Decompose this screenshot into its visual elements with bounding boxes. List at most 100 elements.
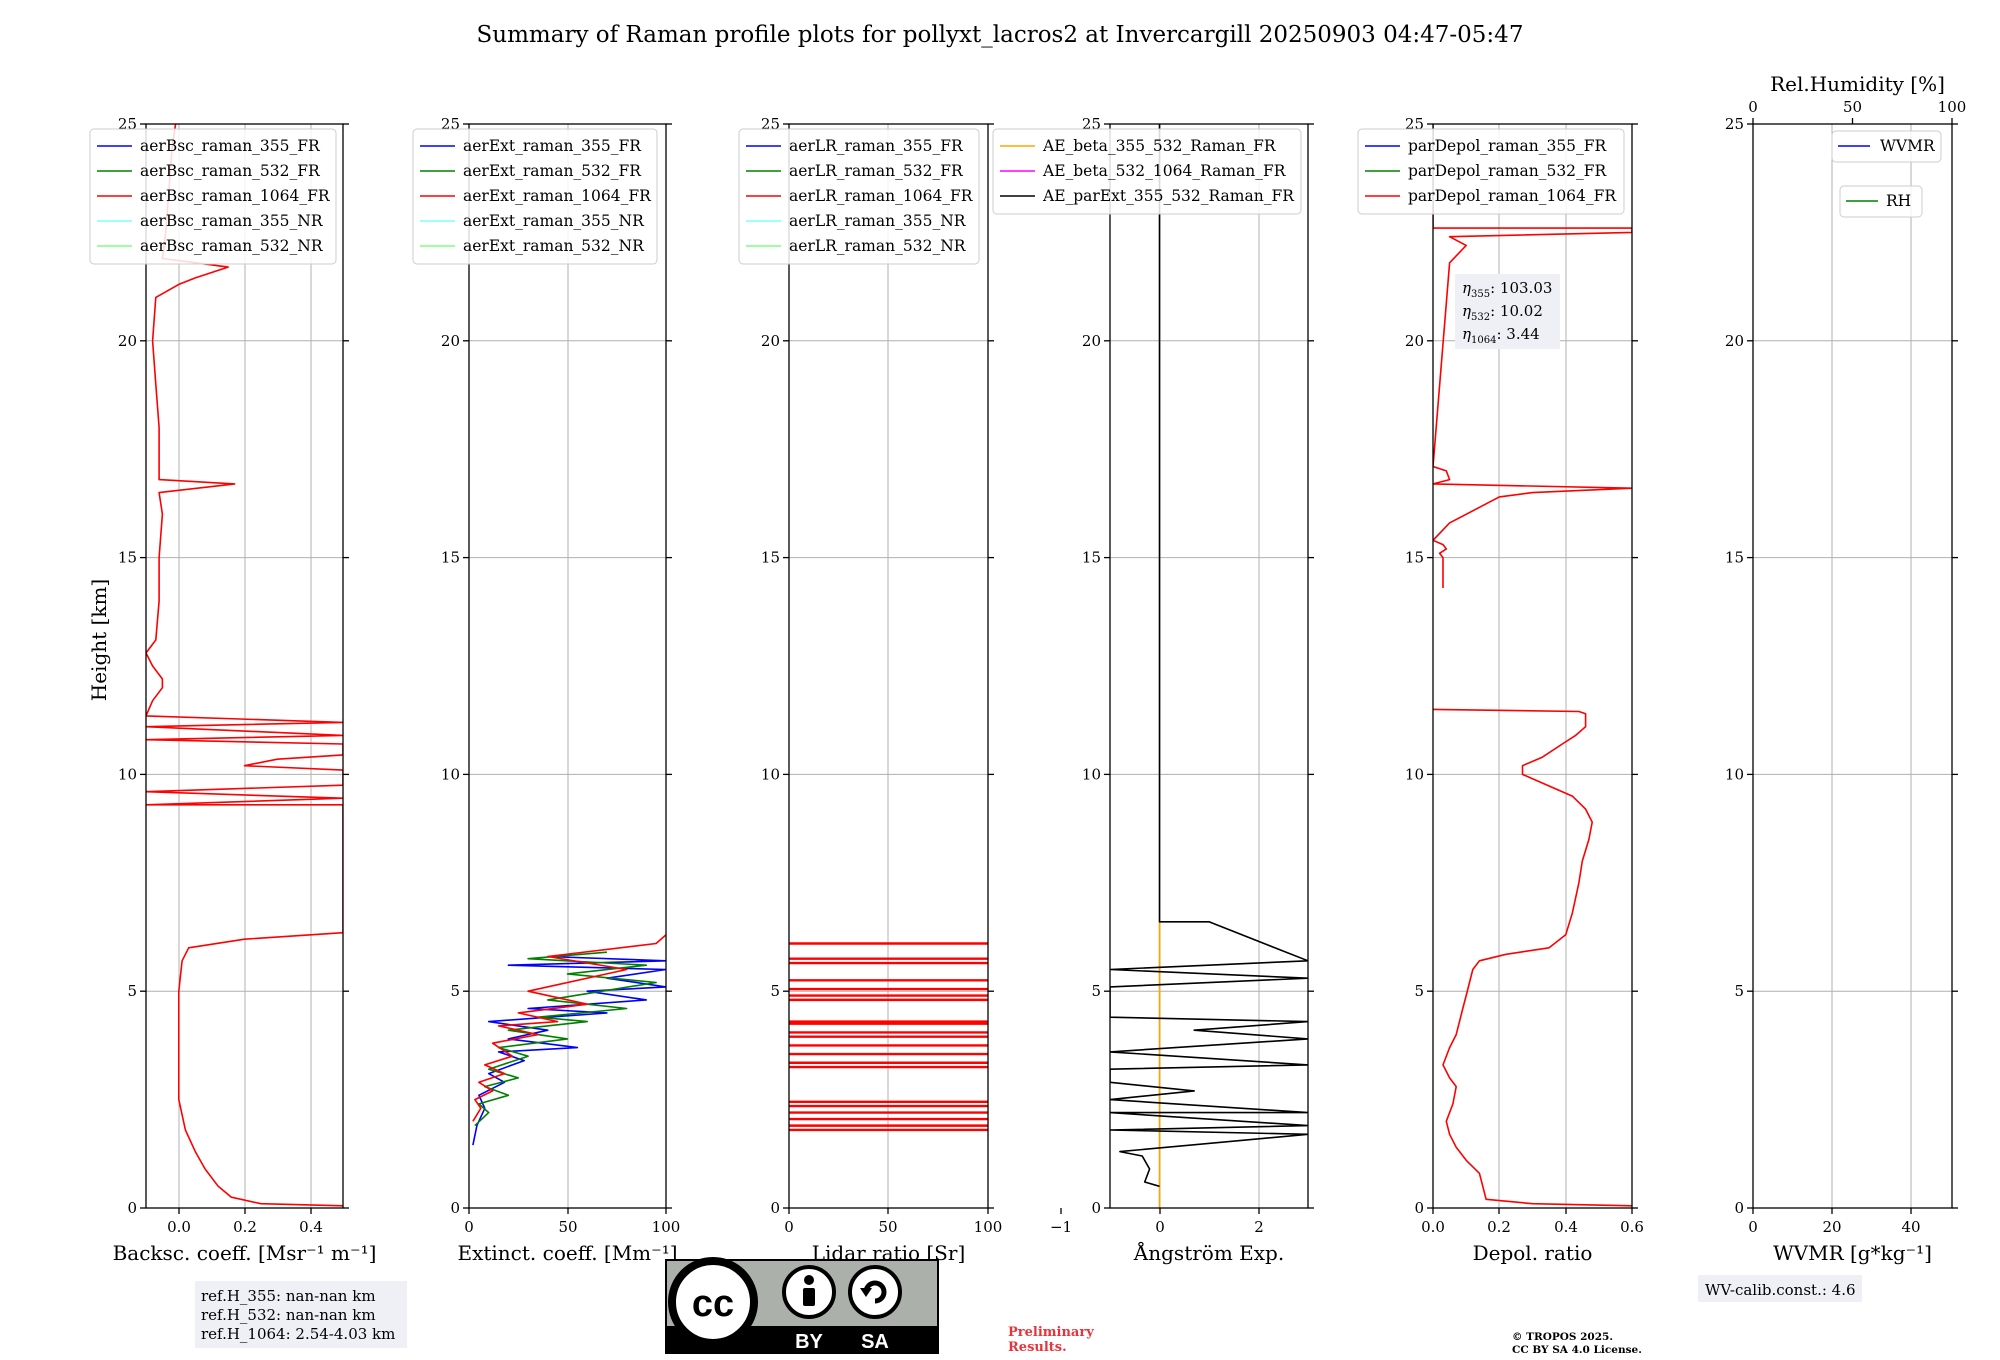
preliminary-text-1: Preliminary bbox=[1008, 1325, 1094, 1340]
y-tick-label: 0 bbox=[770, 1199, 780, 1217]
x-tick-label: −1 bbox=[1050, 1218, 1072, 1236]
x-tick-label: 0 bbox=[464, 1218, 474, 1236]
y-tick-label: 20 bbox=[1082, 332, 1101, 350]
legend-entry: aerExt_raman_355_NR bbox=[463, 212, 645, 230]
series-line-parDepol_raman_1064_FR_upper bbox=[1433, 124, 1632, 588]
x-tick-label: 0.4 bbox=[299, 1218, 323, 1236]
y-tick-label: 0 bbox=[1414, 1199, 1424, 1217]
y-tick-label: 20 bbox=[118, 332, 137, 350]
legend-entry: aerBsc_raman_355_NR bbox=[140, 212, 324, 230]
legend-entry: aerExt_raman_532_NR bbox=[463, 237, 645, 255]
ref-h-355: ref.H_355: nan-nan km bbox=[201, 1287, 376, 1305]
eta-1064-value: 3.44 bbox=[1506, 325, 1539, 343]
series-group bbox=[1110, 124, 1308, 1208]
y-tick-label: 15 bbox=[441, 549, 460, 567]
x-axis-label: Depol. ratio bbox=[1473, 1241, 1593, 1265]
series-line-aerBsc_raman_1064_FR bbox=[146, 124, 343, 1207]
x-tick-label: 40 bbox=[1901, 1218, 1920, 1236]
x-axis-label: WVMR [g*kg⁻¹] bbox=[1773, 1241, 1932, 1265]
legend-box bbox=[738, 128, 980, 265]
x-tick-label: 20 bbox=[1822, 1218, 1841, 1236]
series-group bbox=[146, 124, 343, 1207]
legend-entry: aerBsc_raman_532_FR bbox=[140, 162, 321, 180]
y-tick-label: 10 bbox=[1082, 765, 1101, 783]
series-line-aerExt_raman_1064_FR bbox=[472, 934, 666, 1122]
cc-logo-icon bbox=[668, 1257, 758, 1347]
legend-entry: WVMR bbox=[1880, 137, 1936, 155]
eta-1064-label: η1064: 3.44 bbox=[1462, 325, 1540, 346]
eta-box: η355: 103.03 η532: 10.02 η1064: 3.44 bbox=[1455, 274, 1560, 349]
x-tick-label: 0.2 bbox=[1487, 1218, 1511, 1236]
legend-entry: aerBsc_raman_355_FR bbox=[140, 137, 321, 155]
axes-frame bbox=[1432, 123, 1633, 1209]
ref-h-532: ref.H_532: nan-nan km bbox=[201, 1306, 376, 1324]
legend-entry: aerLR_raman_355_NR bbox=[789, 212, 967, 230]
legend-entry: aerLR_raman_532_FR bbox=[789, 162, 964, 180]
wv-calib-text: WV-calib.const.: 4.6 bbox=[1705, 1281, 1856, 1299]
x-tick-label: 0.4 bbox=[1554, 1218, 1578, 1236]
cc-logo-text: cc bbox=[692, 1283, 734, 1325]
wv-calib-box: WV-calib.const.: 4.6 bbox=[1698, 1275, 1862, 1302]
y-tick-label: 10 bbox=[1405, 765, 1424, 783]
eta-355-label: η355: 103.03 bbox=[1462, 279, 1552, 300]
y-tick-label: 20 bbox=[441, 332, 460, 350]
preliminary-text-2: Results. bbox=[1008, 1340, 1067, 1355]
x-tick-label: 0.0 bbox=[1421, 1218, 1445, 1236]
y-tick-label: 10 bbox=[441, 765, 460, 783]
y-tick-label: 10 bbox=[761, 765, 780, 783]
y-tick-label: 0 bbox=[1091, 1199, 1101, 1217]
figure-title: Summary of Raman profile plots for polly… bbox=[477, 22, 1524, 48]
eta-532-label: η532: 10.02 bbox=[1462, 302, 1543, 323]
y-tick-label: 5 bbox=[127, 982, 137, 1000]
y-tick-label: 15 bbox=[1405, 549, 1424, 567]
x-axis-label: Extinct. coeff. [Mm⁻¹] bbox=[457, 1241, 677, 1265]
y-tick-label: 15 bbox=[118, 549, 137, 567]
y-tick-label: 5 bbox=[1091, 982, 1101, 1000]
sa-label: SA bbox=[861, 1331, 889, 1353]
eta-355-value: 103.03 bbox=[1500, 279, 1553, 297]
top-axis-label: Rel.Humidity [%] bbox=[1770, 72, 1945, 96]
series-line-AE_parExt_355_532_Raman_FR bbox=[1110, 124, 1308, 1188]
series-line-parDepol_raman_1064_FR bbox=[1433, 708, 1632, 1207]
y-tick-label: 25 bbox=[1725, 115, 1744, 133]
y-tick-label: 5 bbox=[1414, 982, 1424, 1000]
copyright-text-2: CC BY SA 4.0 License. bbox=[1512, 1344, 1642, 1356]
legend-entry: AE_beta_355_532_Raman_FR bbox=[1042, 137, 1277, 155]
axes-frame bbox=[1109, 123, 1309, 1209]
legend-box-wvmr bbox=[1831, 130, 1942, 163]
legend-entry: aerExt_raman_355_FR bbox=[463, 137, 642, 155]
by-label: BY bbox=[795, 1331, 823, 1353]
cc-license-badge: cc BY SA bbox=[665, 1257, 939, 1354]
legend-entry: aerExt_raman_1064_FR bbox=[463, 187, 652, 205]
x-tick-label: 0 bbox=[1155, 1218, 1165, 1236]
legend-box bbox=[89, 128, 337, 265]
axes-frame bbox=[1752, 123, 1953, 1209]
legend-entry: AE_beta_532_1064_Raman_FR bbox=[1042, 162, 1287, 180]
legend-box bbox=[992, 128, 1302, 215]
legend-entry: aerLR_raman_355_FR bbox=[789, 137, 964, 155]
legend-box bbox=[412, 128, 658, 265]
y-tick-label: 20 bbox=[1405, 332, 1424, 350]
y-tick-label: 5 bbox=[770, 982, 780, 1000]
legend-entry: aerBsc_raman_532_NR bbox=[140, 237, 324, 255]
series-group bbox=[789, 942, 988, 1132]
series-group bbox=[472, 934, 666, 1146]
legend-entry: aerLR_raman_532_NR bbox=[789, 237, 967, 255]
x-axis-label: Ångström Exp. bbox=[1133, 1240, 1284, 1265]
y-tick-label: 15 bbox=[761, 549, 780, 567]
x-tick-label: 100 bbox=[652, 1218, 681, 1236]
x-tick-label: 0.2 bbox=[233, 1218, 257, 1236]
legend-entry: RH bbox=[1886, 192, 1911, 210]
top-tick-label: 0 bbox=[1748, 98, 1758, 116]
series-group bbox=[1433, 124, 1632, 1207]
y-tick-label: 15 bbox=[1725, 549, 1744, 567]
series-line-aerExt_raman_532_FR bbox=[474, 951, 657, 1127]
y-tick-label: 10 bbox=[118, 765, 137, 783]
legend-box bbox=[1357, 128, 1625, 215]
x-tick-label: 50 bbox=[878, 1218, 897, 1236]
legend-entry: AE_parExt_355_532_Raman_FR bbox=[1042, 187, 1295, 205]
legend-box-rh bbox=[1839, 185, 1923, 218]
